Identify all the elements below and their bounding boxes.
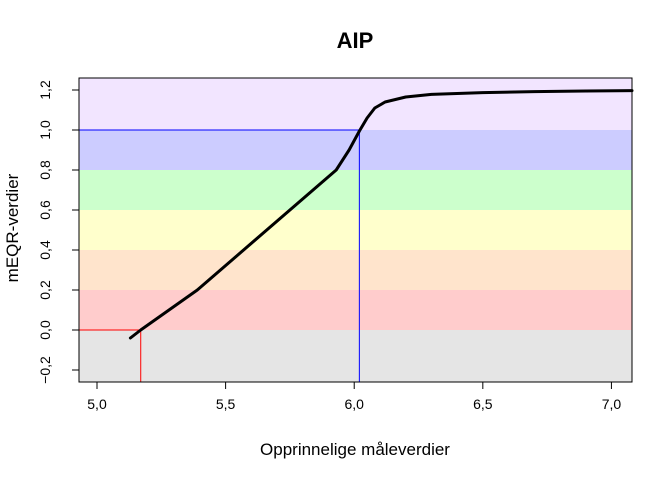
series-line-0 xyxy=(128,89,634,340)
x-tick-label-4: 7,0 xyxy=(602,396,622,412)
band-2 xyxy=(79,250,632,290)
x-axis-label: Opprinnelige måleverdier xyxy=(260,440,450,459)
x-tick-label-1: 5,5 xyxy=(216,396,236,412)
y-axis: −0,2 0,0 0,2 0,4 0,6 0,8 1,0 1,2 xyxy=(37,80,80,384)
y-tick-label-3: 0,4 xyxy=(37,240,53,260)
reference-lines xyxy=(79,129,360,382)
band-4 xyxy=(79,170,632,210)
band-1 xyxy=(79,290,632,330)
x-axis: 5,0 5,5 6,0 6,5 7,0 xyxy=(87,381,622,412)
plot-bands xyxy=(79,78,632,382)
y-tick-label-2: 0,2 xyxy=(37,280,53,300)
chart-title: AIP xyxy=(337,28,374,53)
series-layer xyxy=(128,89,634,340)
y-tick-label-4: 0,6 xyxy=(37,200,53,220)
band-6 xyxy=(79,78,632,130)
y-axis-label: mEQR-verdier xyxy=(3,173,22,282)
y-tick-label-5: 0,8 xyxy=(37,160,53,180)
x-tick-label-2: 6,0 xyxy=(344,396,364,412)
y-tick-label-0: −0,2 xyxy=(37,356,53,384)
band-3 xyxy=(79,210,632,250)
y-tick-label-6: 1,0 xyxy=(37,120,53,140)
y-tick-label-1: 0,0 xyxy=(37,320,53,340)
y-tick-label-7: 1,2 xyxy=(37,80,53,100)
band-0 xyxy=(79,330,632,382)
x-tick-label-3: 6,5 xyxy=(473,396,493,412)
x-tick-label-0: 5,0 xyxy=(87,396,107,412)
